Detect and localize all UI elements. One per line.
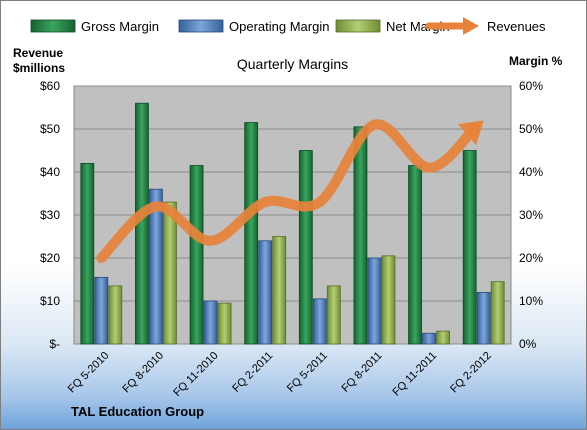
legend-label-gross-margin: Gross Margin: [81, 19, 159, 34]
bar-net-margin: [436, 330, 450, 345]
left-tick-label: $60: [40, 79, 60, 93]
bar-operating-margin: [258, 240, 273, 345]
bar-net-margin: [490, 281, 505, 345]
bar-gross-margin: [189, 165, 204, 345]
bar-operating-margin: [94, 276, 109, 345]
bar-gross-margin: [353, 126, 368, 345]
chart-title: Quarterly Margins: [237, 56, 348, 72]
left-axis-title-line2: $millions: [13, 61, 65, 75]
bar-net-margin: [163, 201, 177, 345]
bar-operating-margin: [203, 300, 218, 345]
bar-gross-margin: [298, 150, 313, 345]
right-axis-title: Margin %: [509, 54, 563, 68]
bar-operating-margin: [149, 188, 163, 345]
bar-gross-margin: [462, 150, 477, 345]
left-tick-label: $30: [40, 208, 60, 222]
revenue-line: [96, 119, 480, 263]
x-tick-label: FQ 8-2010: [120, 350, 166, 396]
bar-gross-margin: [408, 165, 422, 345]
legend-label-revenues: Revenues: [487, 19, 546, 34]
x-tick-label: FQ 11-2011: [390, 350, 439, 399]
legend-swatch-operating-margin: [178, 19, 224, 33]
left-tick-label: $20: [40, 251, 60, 265]
company-name: TAL Education Group: [71, 404, 204, 419]
x-tick-label: FQ 2-2011: [230, 350, 275, 395]
bar-operating-margin: [422, 332, 436, 345]
bar-operating-margin: [312, 298, 327, 345]
bar-operating-margin: [367, 257, 382, 345]
right-tick-label: 10%: [519, 294, 543, 308]
right-tick-label: 50%: [519, 122, 543, 136]
bar-net-margin: [272, 236, 287, 345]
bar-net-margin: [381, 255, 396, 345]
bar-net-margin: [326, 285, 341, 345]
legend-arrow-icon: [463, 17, 479, 35]
legend-swatch-gross-margin: [30, 19, 76, 33]
right-tick-label: 20%: [519, 251, 543, 265]
x-tick-label: FQ 8-2011: [339, 350, 384, 395]
right-tick-label: 0%: [519, 337, 537, 351]
left-tick-label: $-: [49, 337, 60, 351]
x-tick-label: FQ 11-2010: [171, 350, 220, 399]
x-tick-label: FQ 2-2012: [448, 350, 494, 396]
left-tick-label: $50: [40, 122, 60, 136]
left-tick-label: $10: [40, 294, 60, 308]
bar-gross-margin: [244, 122, 259, 345]
bar-gross-margin: [80, 162, 95, 345]
bar-net-margin: [108, 285, 123, 345]
x-tick-label: FQ 5-2011: [285, 350, 330, 395]
right-tick-label: 30%: [519, 208, 543, 222]
bar-net-margin: [217, 302, 232, 345]
x-tick-label: FQ 5-2010: [66, 350, 112, 396]
right-tick-label: 60%: [519, 79, 543, 93]
bar-operating-margin: [476, 291, 491, 345]
revenue-arrowhead: [457, 120, 484, 146]
legend-swatch-net-margin: [335, 19, 381, 33]
left-tick-label: $40: [40, 165, 60, 179]
left-axis-title-line1: Revenue: [13, 46, 63, 60]
legend-label-operating-margin: Operating Margin: [229, 19, 329, 34]
right-tick-label: 40%: [519, 165, 543, 179]
